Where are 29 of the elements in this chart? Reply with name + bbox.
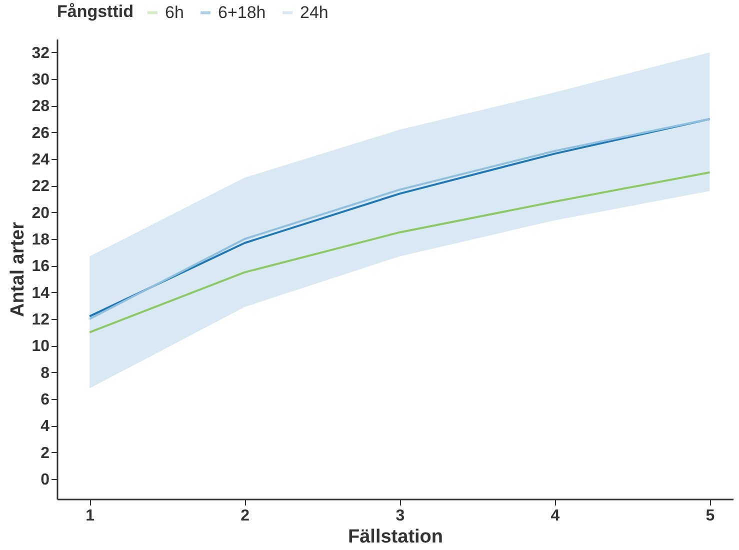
x-tick-label: 5 [706, 508, 715, 524]
legend-label: 24h [300, 2, 328, 22]
y-tick-label: 12 [32, 312, 50, 328]
x-tick-label: 1 [86, 508, 95, 524]
y-tick-label: 26 [32, 124, 50, 142]
y-tick-label: 6 [40, 392, 50, 408]
y-tick-label: 10 [32, 338, 50, 356]
x-tick-label: 2 [240, 508, 250, 524]
y-tick-label: 28 [32, 98, 50, 116]
legend-label: 6h [165, 2, 184, 22]
y-tick-label: 0 [40, 472, 50, 488]
y-tick-label: 20 [32, 204, 50, 222]
y-tick-label: 8 [40, 364, 50, 382]
y-tick-label: 32 [32, 44, 50, 62]
line-series [88, 171, 711, 334]
y-tick-label: 24 [32, 152, 50, 168]
y-tick-label: 2 [40, 444, 50, 462]
y-tick-label: 22 [32, 178, 50, 196]
y-tick-label: 14 [32, 284, 50, 302]
y-tick-label: 16 [32, 258, 50, 276]
legend-label: 6+18h [218, 2, 266, 22]
y-axis-title: Antal arter [8, 221, 29, 318]
y-tick-label: 4 [40, 418, 50, 436]
legend-title: Fångsttid [57, 2, 134, 21]
x-tick-label: 3 [396, 508, 405, 524]
x-tick-label: 4 [550, 508, 560, 524]
y-tick-label: 30 [32, 72, 50, 88]
y-tick-label: 18 [32, 232, 50, 248]
x-axis-title: Fällstation [348, 526, 444, 548]
